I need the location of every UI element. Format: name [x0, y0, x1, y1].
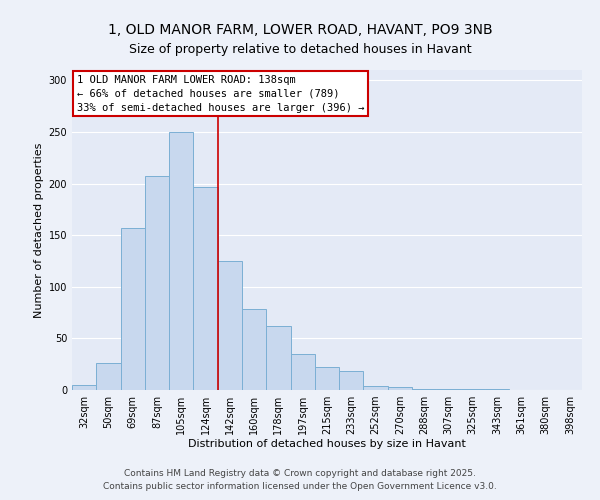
Bar — [72, 385, 96, 390]
X-axis label: Distribution of detached houses by size in Havant: Distribution of detached houses by size … — [188, 438, 466, 448]
Text: 1 OLD MANOR FARM LOWER ROAD: 138sqm
← 66% of detached houses are smaller (789)
3: 1 OLD MANOR FARM LOWER ROAD: 138sqm ← 66… — [77, 75, 365, 113]
Bar — [96, 363, 121, 390]
Bar — [266, 326, 290, 390]
Bar — [388, 387, 412, 390]
Bar — [218, 261, 242, 390]
Bar — [242, 310, 266, 390]
Text: Contains HM Land Registry data © Crown copyright and database right 2025.: Contains HM Land Registry data © Crown c… — [124, 468, 476, 477]
Bar — [290, 354, 315, 390]
Text: 1, OLD MANOR FARM, LOWER ROAD, HAVANT, PO9 3NB: 1, OLD MANOR FARM, LOWER ROAD, HAVANT, P… — [107, 22, 493, 36]
Y-axis label: Number of detached properties: Number of detached properties — [34, 142, 44, 318]
Bar — [364, 386, 388, 390]
Bar — [193, 186, 218, 390]
Bar — [461, 389, 485, 390]
Text: Contains public sector information licensed under the Open Government Licence v3: Contains public sector information licen… — [103, 482, 497, 491]
Bar — [315, 368, 339, 390]
Text: Size of property relative to detached houses in Havant: Size of property relative to detached ho… — [128, 42, 472, 56]
Bar — [169, 132, 193, 390]
Bar — [121, 228, 145, 390]
Bar — [339, 372, 364, 390]
Bar — [485, 389, 509, 390]
Bar — [436, 389, 461, 390]
Bar — [145, 176, 169, 390]
Bar — [412, 389, 436, 390]
